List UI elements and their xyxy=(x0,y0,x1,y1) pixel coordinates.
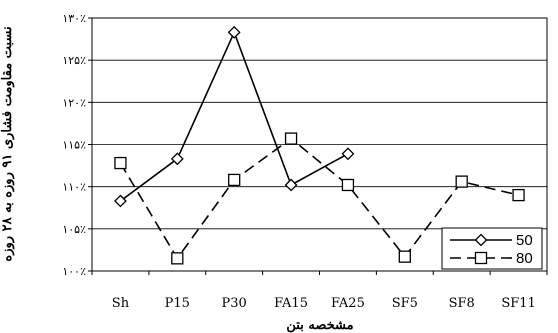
data-point-50 xyxy=(170,152,184,166)
data-point-80 xyxy=(228,173,241,187)
y-tick-label: ۱۱۰٪ xyxy=(62,181,86,194)
x-axis-title: مشخصه بتن xyxy=(286,318,353,333)
y-tick-label: ۱۲۰٪ xyxy=(62,96,86,109)
x-tick-label: P15 xyxy=(165,296,190,311)
y-tick-label: ۱۳۰٪ xyxy=(62,12,86,25)
series-layer xyxy=(114,25,525,265)
y-tick-label: ۱۰۰٪ xyxy=(62,265,86,278)
legend: 50 80 xyxy=(441,227,543,270)
y-tick-label: ۱۲۵٪ xyxy=(62,54,86,67)
data-point-50 xyxy=(284,178,298,192)
y-tick-label: ۱۰۵٪ xyxy=(62,223,86,236)
data-point-80 xyxy=(284,132,298,145)
data-point-80 xyxy=(512,188,525,202)
x-tick-label: FA25 xyxy=(331,296,365,311)
gridlines xyxy=(92,59,547,230)
x-tick-label: P30 xyxy=(222,296,247,311)
x-tick-label: SF11 xyxy=(501,296,535,311)
x-axis-ticks: Sh P15 P30 FA15 FA25 SF5 SF8 SF11 xyxy=(91,271,548,311)
legend-label-80: 80 xyxy=(516,250,533,267)
data-point-80 xyxy=(341,178,355,192)
data-point-50 xyxy=(341,147,355,161)
legend-box xyxy=(441,227,543,270)
y-tick-label: ۱۱۵٪ xyxy=(62,139,86,152)
data-point-50 xyxy=(114,194,127,208)
data-point-50 xyxy=(227,25,241,39)
legend-label-50: 50 xyxy=(516,232,533,249)
x-tick-label: FA15 xyxy=(274,296,308,311)
x-tick-label: SF8 xyxy=(449,296,475,311)
legend-marker-80 xyxy=(474,251,488,265)
data-point-80 xyxy=(171,252,184,265)
data-point-80 xyxy=(398,250,411,263)
series-line-80 xyxy=(119,137,519,260)
x-tick-label: Sh xyxy=(112,296,130,311)
data-point-80 xyxy=(114,156,127,170)
legend-marker-50 xyxy=(474,233,488,247)
x-tick-label: SF5 xyxy=(392,296,418,311)
y-axis-title: نسبت مقاومت فشاری ۹۱ روزه به ۲۸ روزه xyxy=(0,26,15,261)
y-axis-ticks: ۱۰۰٪ ۱۰۵٪ ۱۱۰٪ ۱۱۵٪ ۱۲۰٪ ۱۲۵٪ ۱۳۰٪ xyxy=(62,12,92,278)
data-point-80 xyxy=(455,175,468,188)
